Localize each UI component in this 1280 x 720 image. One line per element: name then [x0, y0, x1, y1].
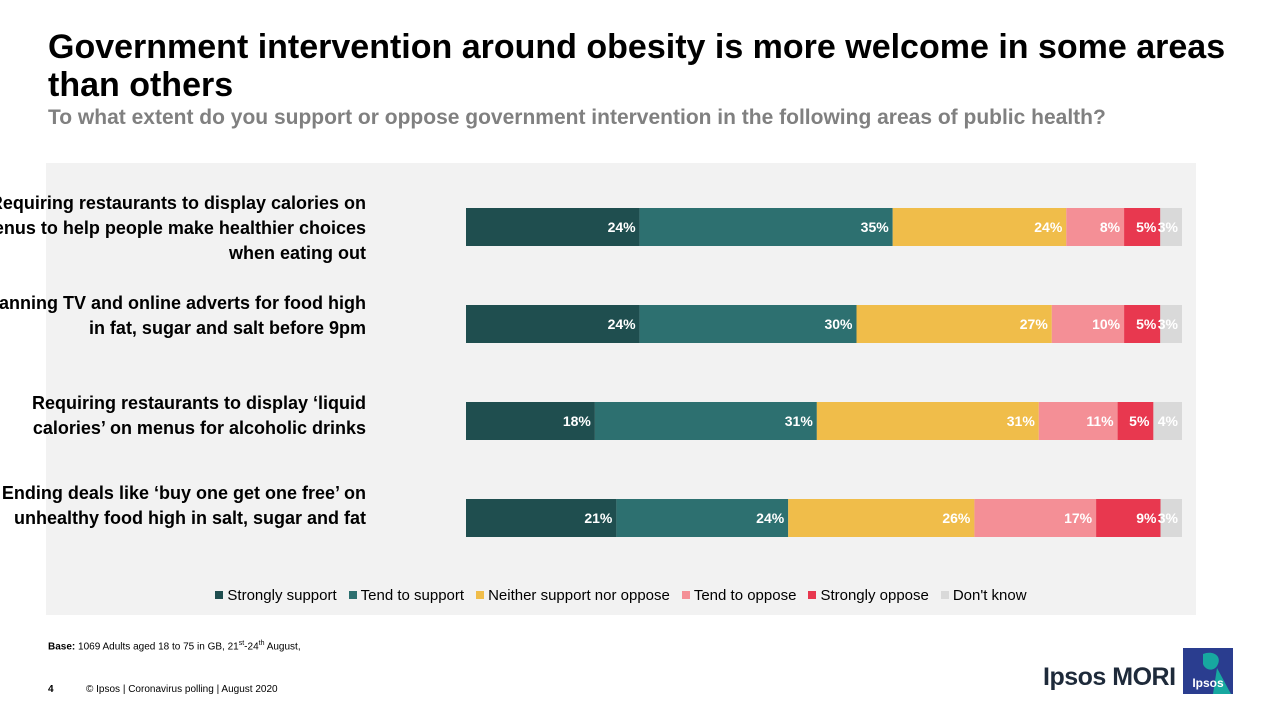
- bar-segment-row2-tend-to-support: [639, 305, 857, 343]
- logo-accent-shape-2: [1213, 668, 1231, 694]
- legend-item-don-t-know: Don't know: [940, 586, 1027, 604]
- data-label-row1-neither-support-nor-oppose: 24%: [1034, 219, 1063, 235]
- bar-segment-row4-neither-support-nor-oppose: [788, 499, 975, 537]
- data-label-row2-neither-support-nor-oppose: 27%: [1020, 316, 1049, 332]
- legend-swatch: [681, 591, 690, 599]
- data-label-row3-tend-to-oppose: 11%: [1086, 413, 1114, 429]
- bar-segment-row1-strongly-support: [466, 208, 640, 246]
- legend-item-tend-to-oppose: Tend to oppose: [681, 586, 797, 604]
- data-label-row2-strongly-support: 24%: [608, 316, 637, 332]
- data-label-row1-strongly-oppose: 5%: [1136, 219, 1157, 235]
- bar-segment-row2-strongly-support: [466, 305, 640, 343]
- bar-segment-row2-strongly-oppose: [1124, 305, 1161, 343]
- data-label-row1-tend-to-support: 35%: [861, 219, 890, 235]
- bar-segment-row2-tend-to-oppose: [1051, 305, 1125, 343]
- legend-item-neither-support-nor-oppose: Neither support nor oppose: [476, 587, 670, 604]
- base-note-text: 1069 Adults aged 18 to 75 in GB, 21: [78, 641, 239, 653]
- legend-item-strongly-oppose: Strongly oppose: [808, 586, 929, 604]
- base-note-end: August,: [264, 641, 301, 653]
- row-label-4: Ending deals like ‘buy one get one free’…: [1, 483, 366, 528]
- footer-text: © Ipsos | Coronavirus polling | August 2…: [86, 684, 278, 695]
- data-label-row4-tend-to-support: 24%: [756, 510, 785, 526]
- row-label-3: Requiring restaurants to display ‘liquid…: [31, 393, 366, 438]
- data-label-row2-tend-to-oppose: 10%: [1092, 316, 1121, 332]
- legend-label: Don't know: [952, 586, 1027, 604]
- row-label-1: Requiring restaurants to display calorie…: [0, 193, 366, 263]
- legend-label: Strongly support: [227, 586, 337, 604]
- bar-segment-row3-neither-support-nor-oppose: [816, 402, 1039, 440]
- legend-label: Strongly oppose: [820, 586, 929, 604]
- base-note: Base: 1069 Adults aged 18 to 75 in GB, 2…: [48, 640, 301, 652]
- legend-label: Tend to oppose: [693, 586, 797, 604]
- data-label-row4-tend-to-oppose: 17%: [1064, 510, 1093, 526]
- bar-segment-row3-tend-to-support: [594, 402, 817, 440]
- data-label-row3-strongly-oppose: 5%: [1129, 413, 1150, 429]
- bar-segment-row1-tend-to-oppose: [1066, 208, 1125, 246]
- bar-segment-row4-strongly-support: [466, 499, 617, 537]
- base-note-dash: -24: [244, 641, 259, 653]
- bar-segment-row2-neither-support-nor-oppose: [856, 305, 1052, 343]
- legend-swatch: [348, 591, 357, 599]
- data-label-row3-strongly-support: 18%: [563, 413, 592, 429]
- bar-segment-row4-strongly-oppose: [1096, 499, 1161, 537]
- data-label-row4-strongly-support: 21%: [584, 510, 613, 526]
- legend-item-tend-to-support: Tend to support: [348, 586, 465, 604]
- row-label-2: Banning TV and online adverts for food h…: [0, 293, 366, 338]
- brand-name: Ipsos MORI: [1043, 663, 1176, 691]
- legend-label: Neither support nor oppose: [488, 586, 670, 604]
- legend-swatch: [940, 591, 949, 599]
- chart-legend: Strongly support Tend to support Neither s…: [46, 583, 1196, 607]
- data-label-row4-don-t-know: 3%: [1158, 510, 1179, 526]
- bar-segment-row1-neither-support-nor-oppose: [892, 208, 1067, 246]
- page-number: 4: [48, 684, 54, 695]
- data-label-row4-neither-support-nor-oppose: 26%: [942, 510, 971, 526]
- bar-segment-row4-tend-to-oppose: [974, 499, 1097, 537]
- page-title: Government intervention around obesity i…: [48, 28, 1226, 104]
- data-label-row2-tend-to-support: 30%: [824, 316, 853, 332]
- data-label-row3-neither-support-nor-oppose: 31%: [1007, 413, 1036, 429]
- data-label-row3-tend-to-support: 31%: [785, 413, 814, 429]
- logo-text: Ipsos: [1192, 676, 1224, 690]
- chart-panel: Requiring restaurants to display calorie…: [0, 163, 1196, 615]
- legend-label: Tend to support: [360, 586, 465, 604]
- base-note-sup1: st: [238, 640, 245, 647]
- bar-segment-row4-tend-to-support: [616, 499, 789, 537]
- legend-swatch: [215, 591, 224, 599]
- bar-segment-row2-don-t-know: [1160, 305, 1182, 343]
- legend-swatch: [808, 591, 817, 599]
- ipsos-logo-icon: Ipsos: [1183, 648, 1233, 694]
- data-label-row1-strongly-support: 24%: [608, 219, 637, 235]
- data-label-row3-don-t-know: 4%: [1158, 413, 1179, 429]
- base-note-label: Base:: [48, 641, 76, 653]
- data-label-row2-strongly-oppose: 5%: [1136, 316, 1157, 332]
- bar-segment-row3-strongly-support: [466, 402, 595, 440]
- bar-segment-row3-tend-to-oppose: [1038, 402, 1118, 440]
- logo-shape: [1183, 648, 1233, 694]
- bar-segment-row1-strongly-oppose: [1124, 208, 1161, 246]
- legend-item-strongly-support: Strongly support: [215, 586, 337, 604]
- data-label-row1-don-t-know: 3%: [1158, 219, 1179, 235]
- logo-accent-shape: [1203, 652, 1219, 670]
- bar-segment-row4-don-t-know: [1160, 499, 1182, 537]
- legend-swatch: [476, 591, 485, 599]
- bar-segment-row3-don-t-know: [1153, 402, 1182, 440]
- bar-segment-row3-strongly-oppose: [1117, 402, 1154, 440]
- base-note-sup2: th: [258, 640, 265, 647]
- data-label-row1-tend-to-oppose: 8%: [1100, 219, 1121, 235]
- bar-segment-row1-don-t-know: [1160, 208, 1182, 246]
- data-label-row4-strongly-oppose: 9%: [1136, 510, 1157, 526]
- bar-segment-row1-tend-to-support: [639, 208, 893, 246]
- page-subtitle: To what extent do you support or oppose …: [48, 106, 1106, 129]
- data-label-row2-don-t-know: 3%: [1158, 316, 1179, 332]
- stacked-bar-chart: 24% 35% 24% 8% 5% 3%24% 30% 27% 10% 5% 3%18% 31% 31%…: [466, 208, 1182, 537]
